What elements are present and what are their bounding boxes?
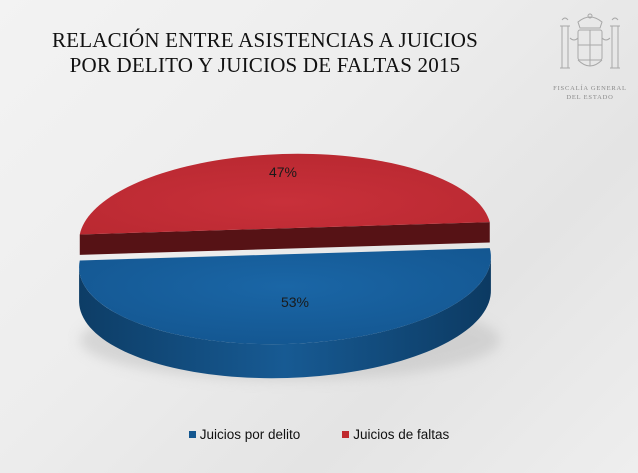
pie-slice-juicios-de-faltas: [79, 153, 490, 255]
pie-slice-juicios-por-delito: [79, 248, 491, 379]
legend-item-juicios-de-faltas: Juicios de faltas: [342, 427, 449, 442]
pie-top-juicios-de-faltas: [79, 153, 490, 235]
coat-of-arms-emblem-icon: [560, 13, 620, 69]
emblem-caption-line-2: DEL ESTADO: [566, 94, 614, 101]
emblem-caption-line-1: FISCALÍA GENERAL: [553, 85, 627, 92]
pie-side-juicios-por-delito: [79, 255, 491, 379]
pie-top-juicios-por-delito: [79, 248, 491, 345]
legend-label-juicios-de-faltas: Juicios de faltas: [353, 427, 450, 442]
chart-legend: Juicios por delito Juicios de faltas: [0, 427, 638, 442]
legend-swatch-juicios-por-delito: [188, 431, 196, 438]
legend-label-juicios-por-delito: Juicios por delito: [199, 427, 301, 442]
chart-title-line-2: POR DELITO Y JUICIOS DE FALTAS 2015: [69, 53, 461, 77]
data-label-juicios-por-delito: 53%: [281, 294, 309, 310]
pie-cut-face-juicios-de-faltas: [79, 222, 490, 255]
chart-title: RELACIÓN ENTRE ASISTENCIAS A JUICIOS POR…: [30, 28, 500, 78]
emblem-caption: FISCALÍA GENERAL DEL ESTADO: [544, 84, 636, 102]
chart-title-line-1: RELACIÓN ENTRE ASISTENCIAS A JUICIOS: [51, 28, 479, 52]
legend-item-juicios-por-delito: Juicios por delito: [188, 427, 301, 442]
legend-swatch-juicios-de-faltas: [342, 431, 350, 438]
data-label-juicios-de-faltas: 47%: [269, 164, 297, 180]
